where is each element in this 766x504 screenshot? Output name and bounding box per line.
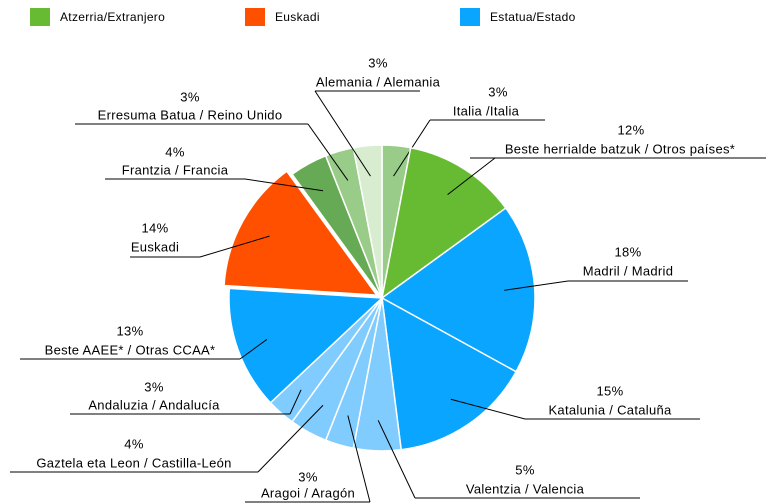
legend-label: Euskadi: [275, 10, 320, 24]
slice-label: Erresuma Batua / Reino Unido: [98, 107, 283, 122]
value-label: 13%: [117, 323, 144, 338]
leader-line: [377, 420, 416, 499]
pie-slice: [380, 207, 536, 373]
pie-slice: [381, 296, 518, 451]
value-label: 3%: [180, 89, 200, 104]
pie-slice: [352, 144, 383, 299]
value-label: 4%: [124, 436, 144, 451]
slice-label: Valentzia / Valencia: [466, 481, 585, 496]
slice-label: Italia /Italia: [453, 103, 520, 118]
slice-label: Beste herrialde batzuk / Otros países*: [505, 141, 735, 156]
slice-label: Gaztela eta Leon / Castilla-León: [36, 455, 231, 470]
value-label: 18%: [615, 244, 642, 259]
slice-label: Beste AAEE* / Otras CCAA*: [45, 342, 216, 357]
value-label: 15%: [597, 383, 624, 398]
slice-label: Madril / Madrid: [583, 263, 673, 278]
leader-line: [314, 90, 371, 177]
value-label: 3%: [144, 379, 164, 394]
value-label: 3%: [368, 55, 388, 70]
leader-line: [447, 157, 496, 196]
value-label: 4%: [165, 144, 185, 159]
legend-swatch: [460, 8, 480, 26]
leader-line: [239, 339, 268, 360]
leader-line: [504, 280, 569, 291]
leader-line: [199, 235, 270, 258]
value-label: 3%: [298, 469, 318, 484]
pie-slice: [380, 146, 507, 300]
leader-line: [307, 123, 349, 181]
leader-line: [450, 398, 526, 420]
leader-line: [244, 178, 324, 192]
slice-label: Katalunia / Cataluña: [548, 402, 672, 417]
legend-swatch: [30, 8, 50, 26]
legend-label: Estatua/Estado: [490, 10, 576, 24]
pie-slice: [228, 287, 384, 404]
leader-line: [347, 415, 371, 503]
pie-slice: [223, 170, 379, 296]
value-label: 12%: [618, 122, 645, 137]
slice-label: Euskadi: [131, 239, 179, 254]
slice-label: Alemania / Alemania: [316, 74, 441, 89]
value-label: 14%: [142, 220, 169, 235]
slice-label: Frantzia / Francia: [122, 162, 229, 177]
slice-label: Aragoi / Aragón: [261, 485, 355, 500]
leader-line: [289, 389, 302, 415]
value-label: 5%: [515, 462, 535, 477]
slice-label: Andaluzia / Andalucía: [88, 397, 220, 412]
legend-label: Atzerria/Extranjero: [60, 10, 165, 24]
leader-line: [257, 404, 324, 473]
legend-swatch: [245, 8, 265, 26]
value-label: 3%: [488, 84, 508, 99]
